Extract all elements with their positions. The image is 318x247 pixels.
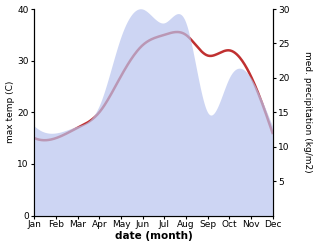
X-axis label: date (month): date (month)	[114, 231, 192, 242]
Y-axis label: max temp (C): max temp (C)	[5, 81, 15, 144]
Y-axis label: med. precipitation (kg/m2): med. precipitation (kg/m2)	[303, 51, 313, 173]
